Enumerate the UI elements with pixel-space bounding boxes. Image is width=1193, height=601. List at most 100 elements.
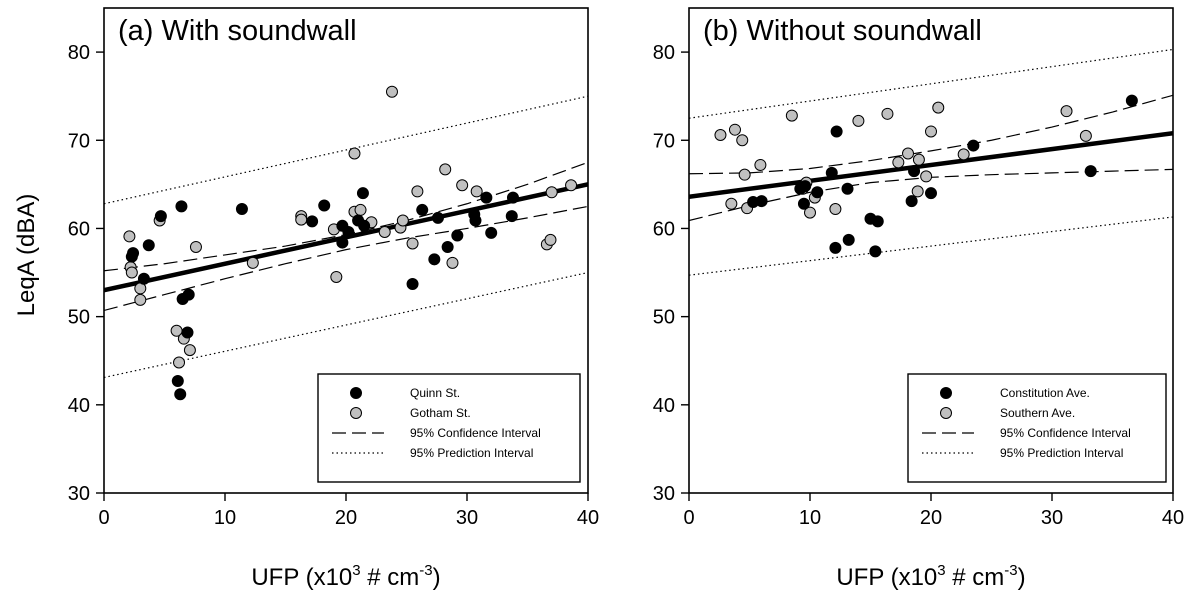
data-point	[1079, 129, 1092, 142]
data-point	[785, 109, 798, 122]
x-tick-label: 0	[683, 507, 694, 529]
x-tick-label: 40	[577, 507, 599, 529]
legend-label: Constitution Ave.	[1000, 386, 1090, 400]
chart-panel-a: 0 10 20 30 40 30 40 50 60 70 80 UFP (x103 # cm-3) (a…	[68, 7, 599, 591]
legend-marker	[350, 387, 362, 399]
data-point	[358, 219, 371, 232]
data-point	[470, 185, 483, 198]
data-point	[830, 125, 843, 138]
data-point	[137, 272, 150, 285]
data-point	[967, 139, 980, 152]
data-point	[804, 206, 816, 219]
x-axis-title: UFP (x103 # cm-3)	[251, 562, 440, 591]
data-point	[318, 199, 331, 212]
x-axis-title: UFP (x103 # cm-3)	[836, 562, 1025, 591]
series-quinn-st	[125, 187, 519, 401]
legend-label: 95% Confidence Interval	[1000, 426, 1131, 440]
data-point	[428, 253, 441, 266]
data-point	[142, 239, 155, 252]
data-point	[714, 128, 727, 141]
data-point	[871, 215, 884, 228]
prediction-interval-lower	[104, 271, 588, 379]
y-tick-label: 80	[68, 42, 90, 64]
data-point	[154, 210, 167, 223]
chart-panel-b: 0 10 20 30 40 30 40 50 60 70 80 UFP (x103 # cm-3) (b…	[653, 7, 1184, 591]
data-point	[912, 153, 925, 166]
data-point	[235, 203, 248, 216]
prediction-interval-lower	[689, 216, 1173, 276]
data-point	[902, 147, 915, 160]
data-point	[932, 101, 945, 114]
panel-title: (b) Without soundwall	[703, 15, 982, 47]
data-point	[881, 107, 894, 120]
data-point	[825, 166, 838, 179]
data-point	[174, 388, 187, 401]
data-point	[841, 182, 854, 195]
data-point	[378, 225, 391, 238]
data-point	[356, 187, 369, 200]
data-point	[441, 240, 454, 253]
data-point	[125, 266, 138, 279]
prediction-interval-upper	[104, 95, 588, 205]
data-point	[189, 240, 202, 253]
data-point	[480, 191, 493, 204]
data-point	[755, 195, 768, 208]
y-tick-label: 60	[68, 218, 90, 240]
data-point	[485, 226, 498, 239]
data-point	[957, 148, 970, 161]
x-tick-label: 30	[456, 507, 478, 529]
y-tick-label: 70	[68, 130, 90, 152]
x-tick-label: 10	[214, 507, 236, 529]
data-point	[728, 123, 741, 136]
data-point	[852, 114, 865, 127]
data-point	[456, 179, 469, 192]
y-tick-label: 60	[653, 218, 675, 240]
data-point	[754, 158, 767, 171]
data-point	[738, 168, 751, 181]
data-point	[385, 85, 398, 98]
data-point	[1125, 94, 1138, 107]
data-point	[134, 293, 147, 306]
data-point	[811, 186, 824, 199]
data-point	[416, 203, 429, 216]
data-point	[725, 197, 738, 210]
x-tick-label: 30	[1041, 507, 1063, 529]
data-point	[246, 256, 259, 269]
x-tick-label: 20	[920, 507, 942, 529]
data-point	[406, 237, 419, 250]
legend: Quinn St. Gotham St. 95% Confidence Interv…	[317, 373, 581, 483]
data-point	[295, 213, 308, 226]
legend-label: 95% Prediction Interval	[1000, 446, 1123, 460]
y-tick-label: 70	[653, 130, 675, 152]
data-point	[920, 170, 933, 183]
legend-label: Gotham St.	[410, 406, 471, 420]
x-tick-label: 40	[1162, 507, 1184, 529]
data-point	[171, 375, 184, 388]
data-point	[348, 147, 361, 160]
data-point	[396, 214, 409, 227]
data-point	[469, 214, 482, 227]
y-tick-label: 30	[653, 483, 675, 505]
data-point	[123, 230, 136, 243]
legend-label: 95% Prediction Interval	[410, 446, 533, 460]
data-point	[911, 185, 924, 198]
y-tick-label: 30	[68, 483, 90, 505]
legend: Constitution Ave. Southern Ave. 95% Confid…	[907, 373, 1167, 483]
legend-marker	[940, 387, 952, 399]
data-point	[183, 344, 196, 357]
y-tick-label: 40	[68, 395, 90, 417]
data-point	[544, 233, 557, 246]
data-point	[925, 187, 937, 200]
data-point	[736, 134, 749, 147]
y-tick-label: 40	[653, 395, 675, 417]
data-point	[1060, 105, 1073, 118]
confidence-interval-upper	[689, 94, 1173, 175]
data-point	[330, 270, 343, 283]
data-point	[406, 278, 419, 291]
y-tick-label: 80	[653, 42, 675, 64]
series-constitution-ave	[747, 94, 1138, 258]
data-point	[925, 125, 937, 138]
data-point	[905, 195, 918, 208]
